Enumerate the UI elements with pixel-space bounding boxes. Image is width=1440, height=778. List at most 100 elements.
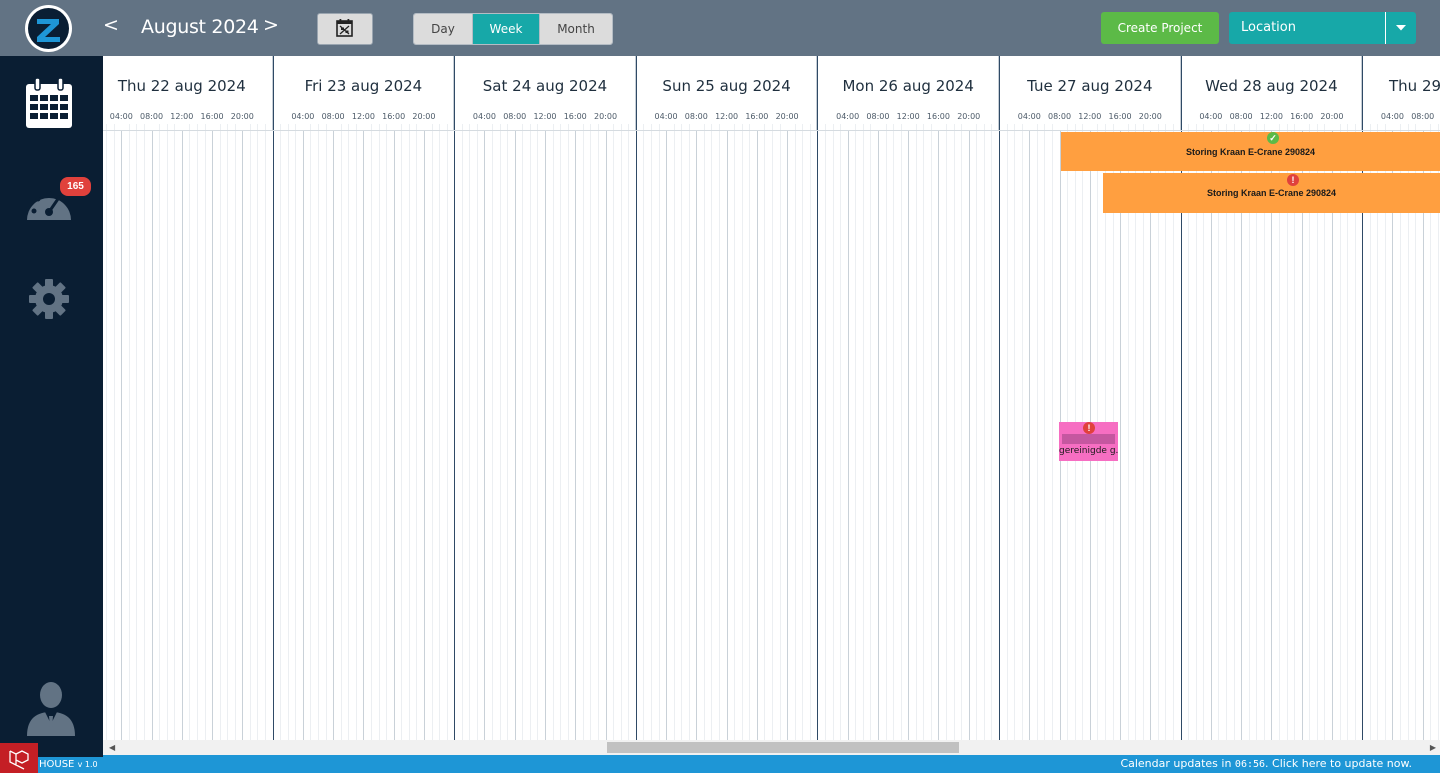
calendar-update-link[interactable]: Calendar updates in 06:56. Click here to…: [1120, 757, 1412, 770]
day-divider-line: [635, 56, 637, 740]
calendar-picker-button[interactable]: [317, 13, 373, 45]
event-storing-kraan-2[interactable]: Storing Kraan E-Crane 290824: [1103, 173, 1440, 213]
day-title: Thu 22 aug 2024: [117, 77, 246, 95]
dashboard-gauge-icon[interactable]: [25, 184, 73, 227]
prev-period-button[interactable]: <: [103, 14, 119, 36]
hour-label: 20:00: [957, 112, 981, 121]
next-period-button[interactable]: >: [263, 14, 279, 36]
scroll-left-icon[interactable]: ◀: [109, 743, 116, 752]
hour-label: 12:00: [715, 112, 739, 121]
hour-grid-line: [643, 124, 645, 740]
hour-label: 20:00: [1138, 112, 1162, 121]
hour-grid-line: [908, 131, 910, 740]
hour-grid-line: [983, 124, 985, 740]
hour-grid-line: [681, 124, 683, 740]
hour-grid-line: [915, 124, 917, 740]
hour-grid-line: [499, 124, 501, 740]
hour-grid-line: [1218, 124, 1220, 740]
hour-grid-line: [749, 124, 751, 740]
app-logo[interactable]: [25, 5, 72, 52]
create-project-button[interactable]: Create Project: [1101, 12, 1219, 44]
hour-grid-line: [1316, 124, 1318, 740]
hour-grid-line: [560, 124, 562, 740]
hour-grid-line: [1286, 124, 1288, 740]
hour-grid-line: [136, 124, 138, 740]
hour-grid-line: [809, 124, 811, 740]
hour-grid-line: [779, 124, 781, 740]
hour-label: 04:00: [472, 112, 496, 121]
gear-icon[interactable]: [28, 278, 70, 325]
user-icon[interactable]: [25, 680, 77, 741]
hour-grid-line: [529, 124, 531, 740]
hour-grid-line: [1407, 124, 1409, 740]
hour-grid-line: [1120, 131, 1122, 740]
hour-grid-line: [688, 124, 690, 740]
hour-label: 04:00: [654, 112, 678, 121]
day-divider-line: [817, 56, 819, 740]
hour-label: 20:00: [230, 112, 254, 121]
hour-grid-line: [1369, 124, 1371, 740]
scrollbar-thumb[interactable]: [607, 742, 959, 753]
hour-label: 16:00: [200, 112, 224, 121]
day-column-header: Tue 27 aug 2024 04:00 08:00 12:00 16:00 20:00: [999, 56, 1181, 131]
hour-grid-line: [597, 124, 599, 740]
hour-grid-line: [1256, 124, 1258, 740]
view-month-button[interactable]: Month: [539, 14, 612, 44]
hour-grid-line: [446, 124, 448, 740]
hour-grid-line: [855, 124, 857, 740]
hour-grid-line: [439, 124, 441, 740]
hour-grid-line: [787, 131, 789, 740]
horizontal-scrollbar[interactable]: ◀ ▶: [103, 740, 1440, 755]
hour-grid-line: [711, 124, 713, 740]
scroll-right-icon[interactable]: ▶: [1429, 743, 1436, 752]
day-title: Sat 24 aug 2024: [482, 77, 608, 95]
hour-label: 08:00: [1229, 112, 1253, 121]
hour-grid-line: [1415, 124, 1417, 740]
hour-grid-line: [976, 124, 978, 740]
hour-grid-line: [423, 131, 425, 740]
day-divider-line: [272, 56, 274, 740]
hour-grid-line: [847, 131, 849, 740]
location-select[interactable]: Location: [1229, 12, 1416, 44]
hour-grid-line: [310, 124, 312, 740]
hour-grid-line: [1188, 124, 1190, 740]
hour-grid-line: [605, 131, 607, 740]
hour-grid-line: [1278, 124, 1280, 740]
calendar-icon[interactable]: [26, 77, 72, 133]
day-title: Wed 28 aug 2024: [1205, 77, 1338, 95]
hour-grid-line: [1339, 124, 1341, 740]
hour-grid-line: [1157, 124, 1159, 740]
hour-label: 08:00: [866, 112, 890, 121]
sidebar: 165 HOUSE v 1.0: [0, 56, 103, 773]
hour-grid-line: [703, 124, 705, 740]
hour-grid-line: [1377, 124, 1379, 740]
hour-grid-line: [151, 131, 153, 740]
hour-grid-line: [461, 124, 463, 740]
hour-label: 12:00: [351, 112, 375, 121]
day-divider-line: [1362, 56, 1364, 740]
view-week-button[interactable]: Week: [473, 14, 539, 44]
day-column-header: Wed 28 aug 2024 04:00 08:00 12:00 16:00 20:00: [1181, 56, 1363, 131]
hour-grid-line: [1150, 131, 1152, 740]
day-column-header: Fri 23 aug 2024 04:00 08:00 12:00 16:00 20:00: [273, 56, 455, 131]
hour-label: 16:00: [563, 112, 587, 121]
hour-label: 16:00: [926, 112, 950, 121]
hour-label: 20:00: [593, 112, 618, 121]
hour-grid-line: [620, 124, 622, 740]
hour-grid-line: [953, 124, 955, 740]
hour-label: 16:00: [1108, 112, 1132, 121]
hour-grid-line: [1203, 124, 1205, 740]
hour-label: 08:00: [1411, 112, 1435, 121]
event-storing-kraan-1[interactable]: Storing Kraan E-Crane 290824: [1061, 132, 1440, 171]
hour-grid-line: [166, 124, 168, 740]
hour-label: 20:00: [775, 112, 799, 121]
view-day-button[interactable]: Day: [414, 14, 473, 44]
hour-grid-line: [522, 124, 524, 740]
hour-grid-line: [885, 124, 887, 740]
hour-grid-line: [348, 124, 350, 740]
calendar-grid[interactable]: Thu 22 aug 2024 04:00 08:00 12:00 16:00 20:00…: [103, 56, 1440, 740]
event-gereinigde[interactable]: ! gereinigde g...: [1059, 422, 1118, 461]
hour-grid-line: [507, 124, 509, 740]
hour-grid-line: [1195, 124, 1197, 740]
chevron-down-icon[interactable]: [1385, 12, 1416, 44]
